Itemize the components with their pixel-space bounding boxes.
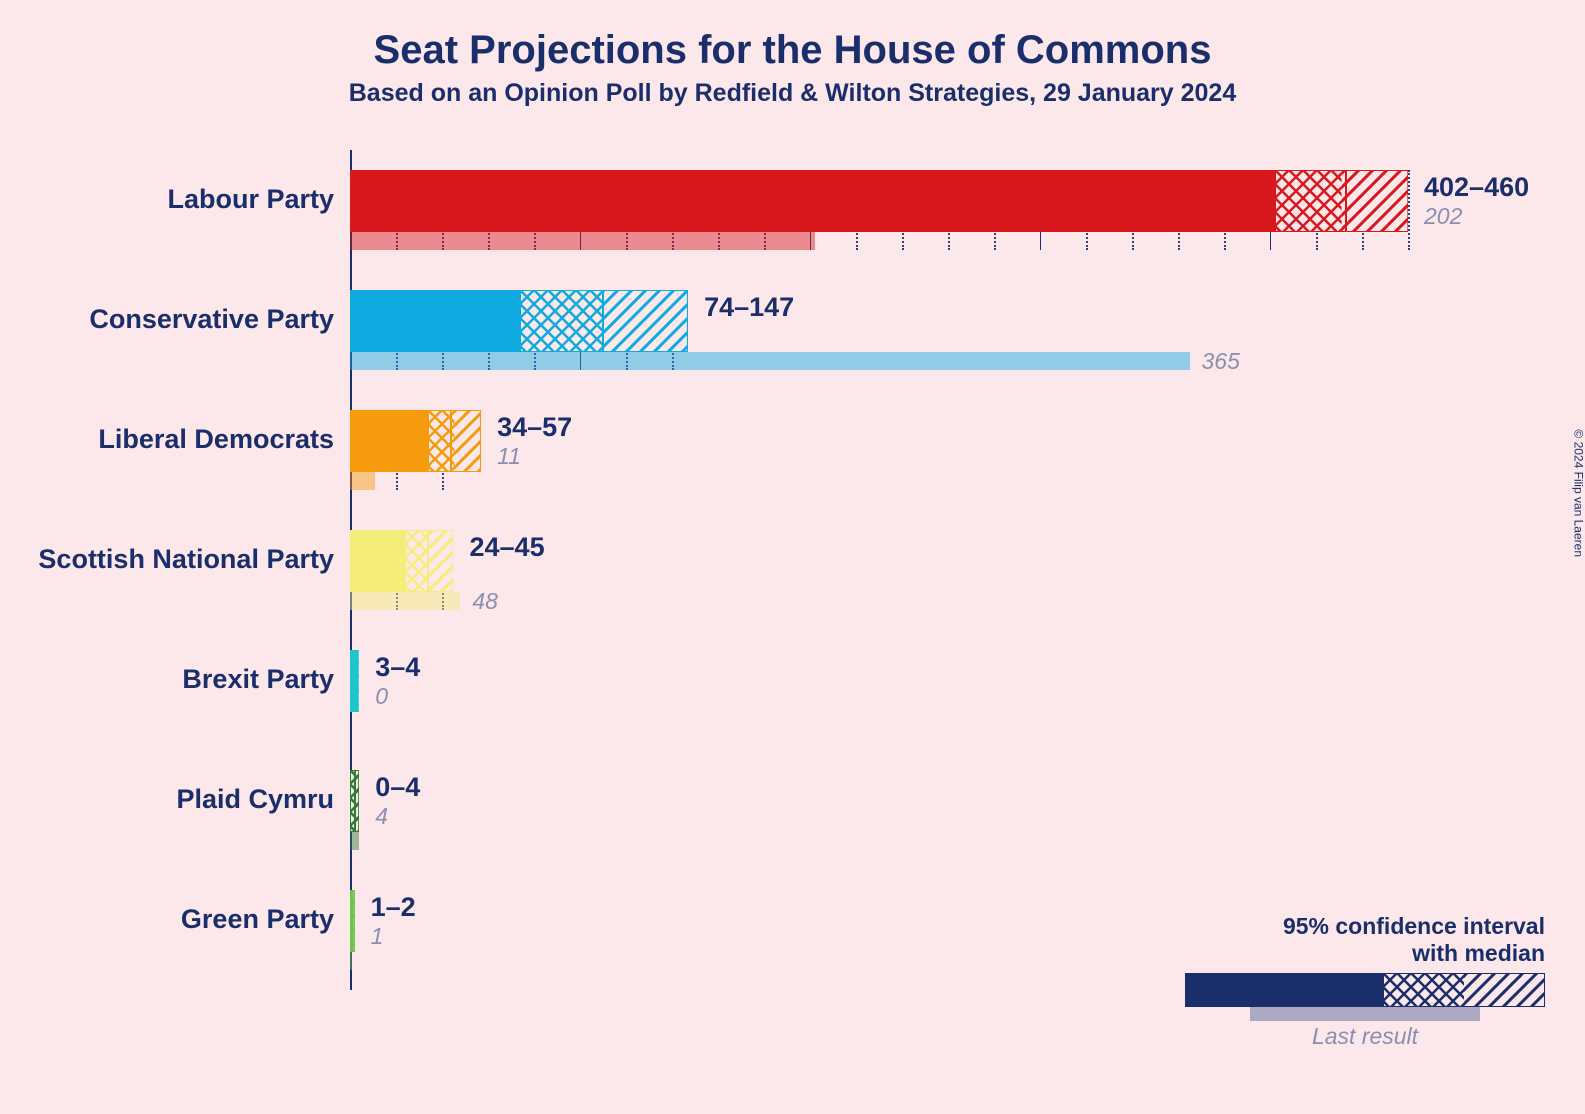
chart-plot-area: Labour Party 402–460202Conservative Part… <box>350 150 1500 990</box>
projection-bar-interval <box>428 410 481 472</box>
range-label: 1–2 <box>371 892 416 923</box>
median-marker <box>450 410 452 472</box>
projection-bar-solid <box>350 170 1275 232</box>
median-marker <box>356 650 358 712</box>
copyright-text: © 2024 Filip van Laeren <box>1572 429 1585 557</box>
last-result-bar <box>350 472 375 490</box>
median-marker <box>427 530 429 592</box>
legend-last-bar <box>1250 1007 1480 1021</box>
party-label: Scottish National Party <box>38 544 334 575</box>
legend: 95% confidence intervalwith median Last … <box>1185 913 1545 1054</box>
median-marker <box>354 770 356 832</box>
last-result-label: 365 <box>1202 348 1240 375</box>
median-marker <box>1345 170 1347 232</box>
range-label: 24–45 <box>470 532 545 563</box>
projection-bar-solid <box>350 530 405 592</box>
range-label: 0–4 <box>375 772 420 803</box>
gridline-minor <box>1408 170 1410 250</box>
party-row: Labour Party 402–460202 <box>350 150 1500 270</box>
party-label: Plaid Cymru <box>176 784 334 815</box>
projection-bar-interval <box>1275 170 1408 232</box>
range-label: 402–460 <box>1424 172 1529 203</box>
party-row: Brexit Party 3–40 <box>350 630 1500 750</box>
last-result-label: 1 <box>371 923 384 950</box>
party-row: Conservative Party 74–147365 <box>350 270 1500 390</box>
median-marker <box>602 290 604 352</box>
party-label: Labour Party <box>167 184 334 215</box>
last-result-bar <box>350 592 460 610</box>
legend-title-line2: with median <box>1185 940 1545 967</box>
legend-last-label: Last result <box>1185 1023 1545 1050</box>
projection-bar-interval <box>405 530 453 592</box>
last-result-bar <box>350 952 352 970</box>
legend-title-line1: 95% confidence interval <box>1185 913 1545 940</box>
range-label: 74–147 <box>704 292 794 323</box>
party-label: Liberal Democrats <box>98 424 334 455</box>
last-result-label: 11 <box>497 443 521 470</box>
chart-title: Seat Projections for the House of Common… <box>0 0 1585 73</box>
last-result-bar <box>350 352 1190 370</box>
chart-subtitle: Based on an Opinion Poll by Redfield & W… <box>0 73 1585 108</box>
legend-bar-interval <box>1383 973 1545 1007</box>
party-label: Green Party <box>181 904 334 935</box>
party-row: Liberal Democrats 34–5711 <box>350 390 1500 510</box>
party-label: Brexit Party <box>182 664 334 695</box>
median-marker <box>351 890 353 952</box>
last-result-label: 202 <box>1424 203 1462 230</box>
range-label: 3–4 <box>375 652 420 683</box>
projection-bar-interval <box>520 290 688 352</box>
last-result-bar <box>350 232 815 250</box>
party-row: Scottish National Party 24–4548 <box>350 510 1500 630</box>
last-result-label: 0 <box>375 683 388 710</box>
range-label: 34–57 <box>497 412 572 443</box>
projection-bar-solid <box>350 290 520 352</box>
projection-bar-solid <box>350 410 428 472</box>
last-result-label: 48 <box>472 588 498 615</box>
last-result-label: 4 <box>375 803 388 830</box>
legend-bar-solid <box>1185 973 1383 1007</box>
last-result-bar <box>350 832 359 850</box>
party-row: Plaid Cymru 0–44 <box>350 750 1500 870</box>
party-label: Conservative Party <box>89 304 334 335</box>
